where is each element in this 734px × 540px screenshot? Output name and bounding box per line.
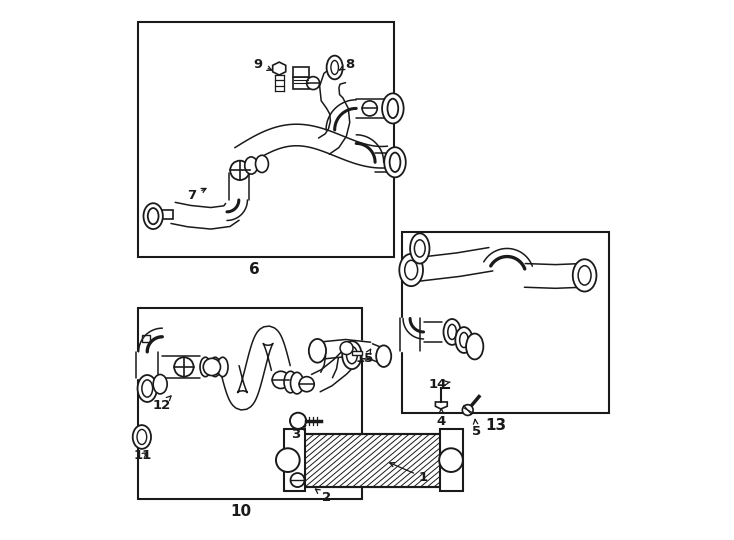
Ellipse shape <box>455 327 473 353</box>
Bar <box>283 429 305 491</box>
Bar <box>138 22 394 256</box>
Ellipse shape <box>284 372 297 393</box>
Circle shape <box>307 77 319 90</box>
Text: 9: 9 <box>254 58 272 71</box>
Ellipse shape <box>390 153 400 172</box>
Circle shape <box>230 161 250 180</box>
Bar <box>304 434 441 487</box>
Text: 8: 8 <box>340 58 355 71</box>
Polygon shape <box>229 173 249 200</box>
Circle shape <box>290 413 306 429</box>
Ellipse shape <box>331 60 338 75</box>
Polygon shape <box>162 356 200 377</box>
Ellipse shape <box>410 233 429 264</box>
Ellipse shape <box>153 375 167 394</box>
Circle shape <box>340 342 353 355</box>
Ellipse shape <box>384 147 406 177</box>
Ellipse shape <box>309 339 326 363</box>
Polygon shape <box>321 356 338 378</box>
Circle shape <box>462 404 473 415</box>
Text: 13: 13 <box>486 418 507 433</box>
Bar <box>304 434 441 487</box>
Polygon shape <box>311 349 357 392</box>
Polygon shape <box>272 62 286 75</box>
Ellipse shape <box>448 325 457 340</box>
Polygon shape <box>411 247 493 282</box>
Ellipse shape <box>466 334 484 360</box>
Ellipse shape <box>137 375 157 402</box>
Polygon shape <box>220 326 290 410</box>
Text: 14: 14 <box>429 377 450 390</box>
Bar <box>142 335 150 342</box>
Ellipse shape <box>327 56 343 79</box>
Polygon shape <box>524 264 583 288</box>
Text: 11: 11 <box>134 449 151 462</box>
Polygon shape <box>424 322 443 342</box>
Bar <box>440 429 463 491</box>
Ellipse shape <box>244 157 258 174</box>
Polygon shape <box>400 319 420 351</box>
Ellipse shape <box>346 347 357 364</box>
Ellipse shape <box>133 425 151 449</box>
Circle shape <box>439 448 463 472</box>
Ellipse shape <box>578 266 591 285</box>
Ellipse shape <box>291 373 303 394</box>
Ellipse shape <box>142 380 153 397</box>
Polygon shape <box>171 202 239 229</box>
Ellipse shape <box>342 341 362 369</box>
Ellipse shape <box>210 357 220 376</box>
Bar <box>402 232 609 413</box>
Polygon shape <box>352 351 362 355</box>
Text: 7: 7 <box>187 188 206 202</box>
Polygon shape <box>435 402 447 409</box>
Text: 6: 6 <box>249 262 259 277</box>
Ellipse shape <box>443 319 461 345</box>
Ellipse shape <box>148 208 159 224</box>
Text: 5: 5 <box>472 419 481 438</box>
Polygon shape <box>356 99 391 118</box>
Circle shape <box>362 101 377 116</box>
Ellipse shape <box>376 346 391 367</box>
Text: 3: 3 <box>291 426 306 441</box>
Circle shape <box>276 448 299 472</box>
Ellipse shape <box>388 99 399 118</box>
Text: 1: 1 <box>390 463 428 484</box>
Ellipse shape <box>200 357 211 376</box>
Ellipse shape <box>459 333 468 348</box>
Ellipse shape <box>404 260 418 280</box>
Ellipse shape <box>415 240 425 257</box>
Bar <box>293 77 309 89</box>
Ellipse shape <box>399 254 423 286</box>
Polygon shape <box>137 352 158 377</box>
Text: 2: 2 <box>316 489 331 504</box>
Text: 15: 15 <box>356 349 374 366</box>
Bar <box>161 210 173 219</box>
Ellipse shape <box>143 203 163 229</box>
Ellipse shape <box>255 156 269 172</box>
Circle shape <box>291 473 305 487</box>
Circle shape <box>299 376 314 392</box>
Polygon shape <box>318 340 371 359</box>
Circle shape <box>174 357 194 376</box>
Polygon shape <box>367 344 386 363</box>
Circle shape <box>272 372 289 388</box>
Bar <box>293 68 309 77</box>
Bar <box>138 308 362 499</box>
Circle shape <box>203 359 220 375</box>
Polygon shape <box>319 64 349 154</box>
Text: 4: 4 <box>437 409 446 428</box>
Text: 10: 10 <box>230 504 251 519</box>
Ellipse shape <box>137 429 147 444</box>
Text: 12: 12 <box>152 396 171 412</box>
Ellipse shape <box>573 259 597 292</box>
Ellipse shape <box>217 357 228 376</box>
Polygon shape <box>235 124 390 168</box>
Polygon shape <box>375 153 394 172</box>
Ellipse shape <box>382 93 404 124</box>
